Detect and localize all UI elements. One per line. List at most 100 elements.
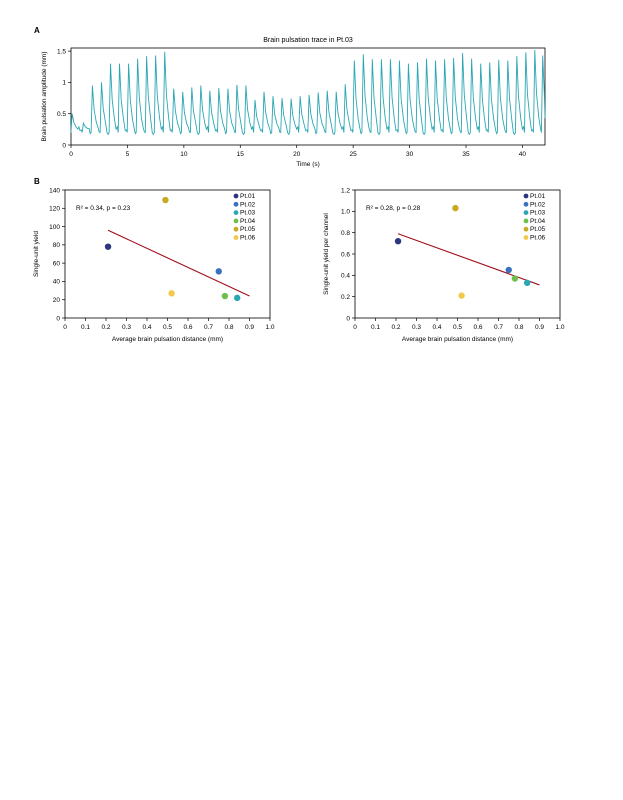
yield-legend-marker: [233, 201, 239, 207]
yield-legend-marker: [233, 218, 239, 224]
panel-label-b: B: [34, 177, 40, 186]
yield-x-tick-label: 1.0: [265, 324, 274, 331]
yield-point-pt01: [104, 243, 112, 250]
x-tick-label: 40: [519, 151, 527, 158]
yield-per-channel-x-tick-label: 0: [353, 324, 357, 331]
y-tick-label: 1: [62, 80, 66, 87]
yield-point-pt02: [215, 268, 222, 275]
yield-per-channel-y-tick-label: 0.6: [341, 251, 350, 258]
yield-per-channel-legend-label: Pt.02: [530, 201, 546, 208]
yield-per-channel-x-tick-label: 0.6: [473, 324, 482, 331]
yield-per-channel-y-tick-label: 0.8: [341, 230, 350, 237]
x-tick-label: 25: [350, 151, 358, 158]
yield-y-axis-label: Single-unit yield: [33, 231, 40, 277]
yield-per-channel-point-pt05: [452, 204, 459, 212]
yield-point-pt06: [168, 290, 175, 297]
yield-x-tick-label: 0.1: [81, 324, 90, 331]
yield-x-tick-label: 0.6: [183, 324, 192, 331]
yield-x-tick-label: 0.8: [224, 324, 233, 331]
yield-y-tick-label: 40: [53, 279, 61, 286]
yield-per-channel-legend-marker: [523, 235, 529, 240]
yield-per-channel-point-pt02: [505, 266, 512, 274]
y-tick-label: 0: [62, 142, 66, 149]
yield-per-channel-annotation: R² = 0.28, p = 0.28: [366, 205, 421, 212]
yield-per-channel-legend-marker: [523, 193, 529, 199]
yield-per-channel-y-tick-label: 1.0: [341, 209, 350, 216]
yield-y-tick-label: 100: [49, 224, 60, 231]
x-tick-label: 5: [126, 151, 130, 158]
yield-per-channel-y-tick-label: 1.2: [341, 187, 350, 194]
yield-point-pt04: [221, 292, 229, 300]
yield-legend-label: Pt.04: [240, 218, 256, 225]
yield-per-channel-legend-label: Pt.03: [530, 210, 546, 217]
yield-legend-label: Pt.03: [240, 210, 256, 217]
yield-y-tick-label: 20: [53, 297, 61, 304]
yield-per-channel-y-tick-label: 0.4: [341, 273, 350, 280]
yield-point-pt05: [162, 196, 169, 204]
yield-per-channel-x-tick-label: 0.4: [432, 324, 441, 331]
yield-per-channel-x-tick-label: 1.0: [555, 324, 564, 331]
panel-label-a: A: [34, 26, 40, 35]
x-tick-label: 0: [69, 151, 73, 158]
x-tick-label: 10: [180, 151, 188, 158]
pulsation-trace-line: [70, 49, 546, 136]
yield-per-channel-x-tick-label: 0.9: [535, 324, 544, 331]
yield-per-channel-legend-marker: [523, 201, 529, 207]
yield-legend-marker: [233, 226, 239, 232]
yield-per-channel-legend-label: Pt.04: [530, 218, 546, 225]
yield-per-channel-legend-label: Pt.05: [530, 226, 546, 233]
yield-legend-marker: [233, 235, 239, 240]
yield-fit-line: [107, 229, 250, 297]
yield-legend-label: Pt.05: [240, 226, 256, 233]
x-tick-label: 20: [293, 151, 301, 158]
y-axis-label: Brain pulsation amplitude (mm): [41, 52, 48, 142]
yield-x-tick-label: 0.3: [122, 324, 131, 331]
yield-x-tick-label: 0.4: [142, 324, 151, 331]
y-tick-label: 1.5: [57, 48, 66, 55]
yield-per-channel-legend-label: Pt.01: [530, 193, 546, 200]
yield-legend-label: Pt.01: [240, 193, 256, 200]
x-tick-label: 30: [406, 151, 414, 158]
yield-per-channel-point-pt01: [394, 238, 402, 245]
yield-y-tick-label: 140: [49, 187, 60, 194]
pulsation-trace-chart: Brain pulsation trace in Pt.030 5 10 15 20 25…: [41, 37, 546, 168]
yield-y-tick-label: 0: [56, 315, 60, 322]
yield-per-channel-legend-marker: [523, 226, 529, 232]
yield-per-channel-x-tick-label: 0.5: [453, 324, 462, 331]
yield-per-channel-chart: 0 0.1 0.2 0.3 0.4 0.5 0.6 0.7 0.8 0.9 1.0 0 0.2 0.4 0.…: [323, 187, 565, 343]
yield-per-channel-y-tick-label: 0.2: [341, 294, 350, 301]
yield-legend-label: Pt.06: [240, 235, 256, 242]
yield-x-tick-label: 0.9: [245, 324, 254, 331]
yield-point-pt03: [234, 294, 241, 302]
yield-x-tick-label: 0.7: [204, 324, 213, 331]
yield-per-channel-fit-line: [397, 233, 540, 286]
yield-per-channel-x-tick-label: 0.3: [412, 324, 421, 331]
y-tick-label: 0.5: [57, 111, 66, 118]
yield-per-channel-y-tick-label: 0: [346, 315, 350, 322]
yield-per-channel-legend-label: Pt.06: [530, 235, 546, 242]
yield-per-channel-x-tick-label: 0.2: [391, 324, 400, 331]
yield-per-channel-x-axis-label: Average brain pulsation distance (mm): [402, 336, 513, 343]
yield-y-tick-label: 120: [49, 206, 60, 213]
plot-frame: [70, 47, 546, 146]
yield-legend-marker: [233, 193, 239, 199]
yield-y-tick-label: 60: [53, 260, 61, 267]
yield-x-tick-label: 0: [63, 324, 67, 331]
single-unit-yield-chart: 0 0.1 0.2 0.3 0.4 0.5 0.6 0.7 0.8 0.9 1.0 0 20 40 60 80…: [33, 187, 275, 343]
yield-y-tick-label: 80: [53, 242, 61, 249]
x-axis-label: Time (s): [296, 161, 320, 168]
yield-annotation: R² = 0.34, p = 0.23: [76, 205, 131, 212]
yield-per-channel-legend-marker: [523, 218, 529, 224]
yield-per-channel-x-tick-label: 0.1: [371, 324, 380, 331]
x-tick-label: 35: [462, 151, 470, 158]
yield-per-channel-point-pt06: [458, 292, 465, 299]
yield-x-tick-label: 0.5: [163, 324, 172, 331]
yield-per-channel-legend-marker: [523, 210, 529, 215]
yield-per-channel-point-pt04: [511, 275, 519, 282]
x-tick-label: 15: [237, 151, 245, 158]
chart-title: Brain pulsation trace in Pt.03: [263, 37, 353, 44]
yield-legend-marker: [233, 210, 239, 215]
yield-per-channel-point-pt03: [524, 279, 531, 286]
yield-x-tick-label: 0.2: [101, 324, 110, 331]
yield-per-channel-x-tick-label: 0.8: [514, 324, 523, 331]
